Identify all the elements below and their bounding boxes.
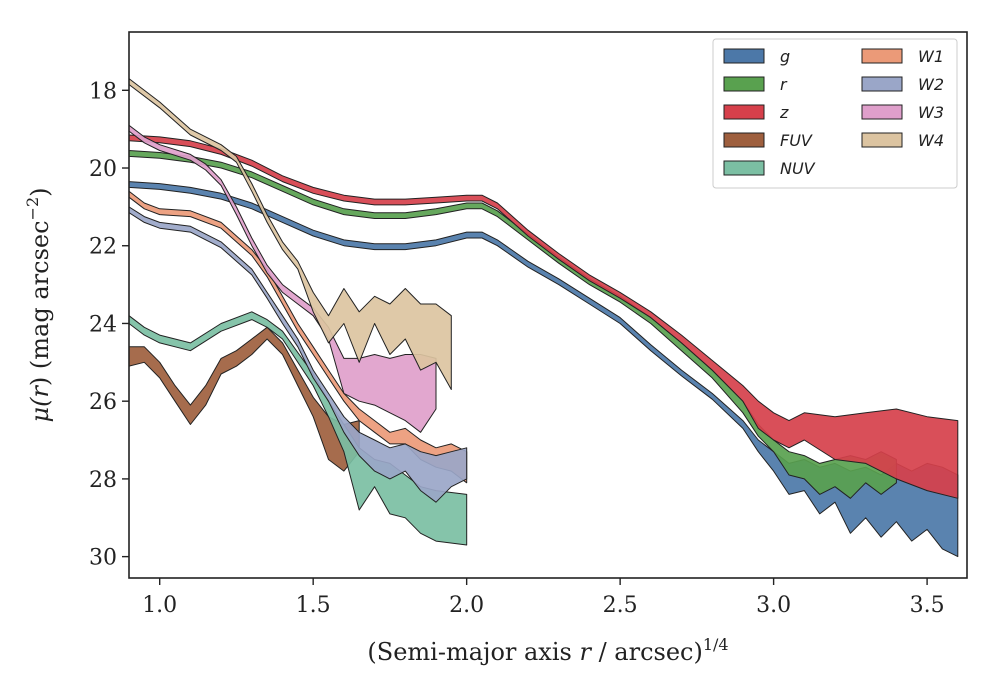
- x-axis-label: (Semi-major axis r / arcsec)1/4: [367, 635, 728, 666]
- y-tick-label: 18: [89, 79, 117, 104]
- y-tick-label: 20: [89, 157, 117, 182]
- band-g: [129, 181, 959, 558]
- y-tick-label: 24: [89, 312, 117, 337]
- legend-swatch-fuv: [723, 132, 765, 148]
- legend-label-z: z: [779, 103, 789, 122]
- band-w3: [129, 124, 437, 433]
- y-tick-label: 22: [89, 235, 117, 260]
- band-w1: [129, 190, 468, 484]
- x-tick-label: 3.0: [756, 593, 791, 618]
- legend-label-g: g: [780, 47, 790, 66]
- y-axis: 18 20 22 24 26 28 30: [89, 79, 129, 571]
- legend-swatch-w3: [861, 104, 903, 120]
- legend-label-nuv: NUV: [780, 159, 816, 178]
- legend-swatch-w1: [861, 48, 903, 64]
- y-axis-label: μ(r) (mag arcsec−2): [23, 187, 54, 422]
- legend-swatch-r: [723, 76, 765, 92]
- x-tick-label: 2.5: [603, 593, 638, 618]
- legend-swatch-w4: [861, 132, 903, 148]
- band-z: [129, 134, 959, 499]
- legend-label-fuv: FUV: [780, 131, 813, 150]
- legend-frame: [712, 38, 958, 189]
- y-tick-label: 28: [89, 468, 117, 493]
- x-tick-label: 3.5: [910, 593, 945, 618]
- legend-label-w1: W1: [918, 47, 944, 66]
- plot-area: [129, 78, 959, 558]
- band-w2: [129, 206, 468, 503]
- legend-label-r: r: [780, 75, 788, 94]
- legend-label-w4: W4: [918, 131, 944, 150]
- band-w4: [129, 78, 452, 390]
- plot-frame: [128, 31, 968, 579]
- band-nuv: [129, 311, 468, 546]
- y-tick-label: 26: [89, 390, 117, 415]
- x-tick-label: 1.0: [142, 593, 177, 618]
- legend-label-w3: W3: [918, 103, 944, 122]
- x-axis: 1.0 1.5 2.0 2.5 3.0 3.5: [142, 578, 945, 618]
- legend: grz FUV NUV W1 W2 W3 W4: [712, 38, 958, 189]
- x-tick-label: 1.5: [296, 593, 331, 618]
- legend-swatch-w2: [861, 76, 903, 92]
- legend-swatch-g: [723, 48, 765, 64]
- legend-label-w2: W2: [918, 75, 944, 94]
- y-tick-label: 30: [89, 546, 117, 571]
- band-r: [129, 150, 897, 499]
- x-tick-label: 2.0: [449, 593, 484, 618]
- legend-swatch-nuv: [723, 160, 765, 176]
- legend-swatch-z: [723, 104, 765, 120]
